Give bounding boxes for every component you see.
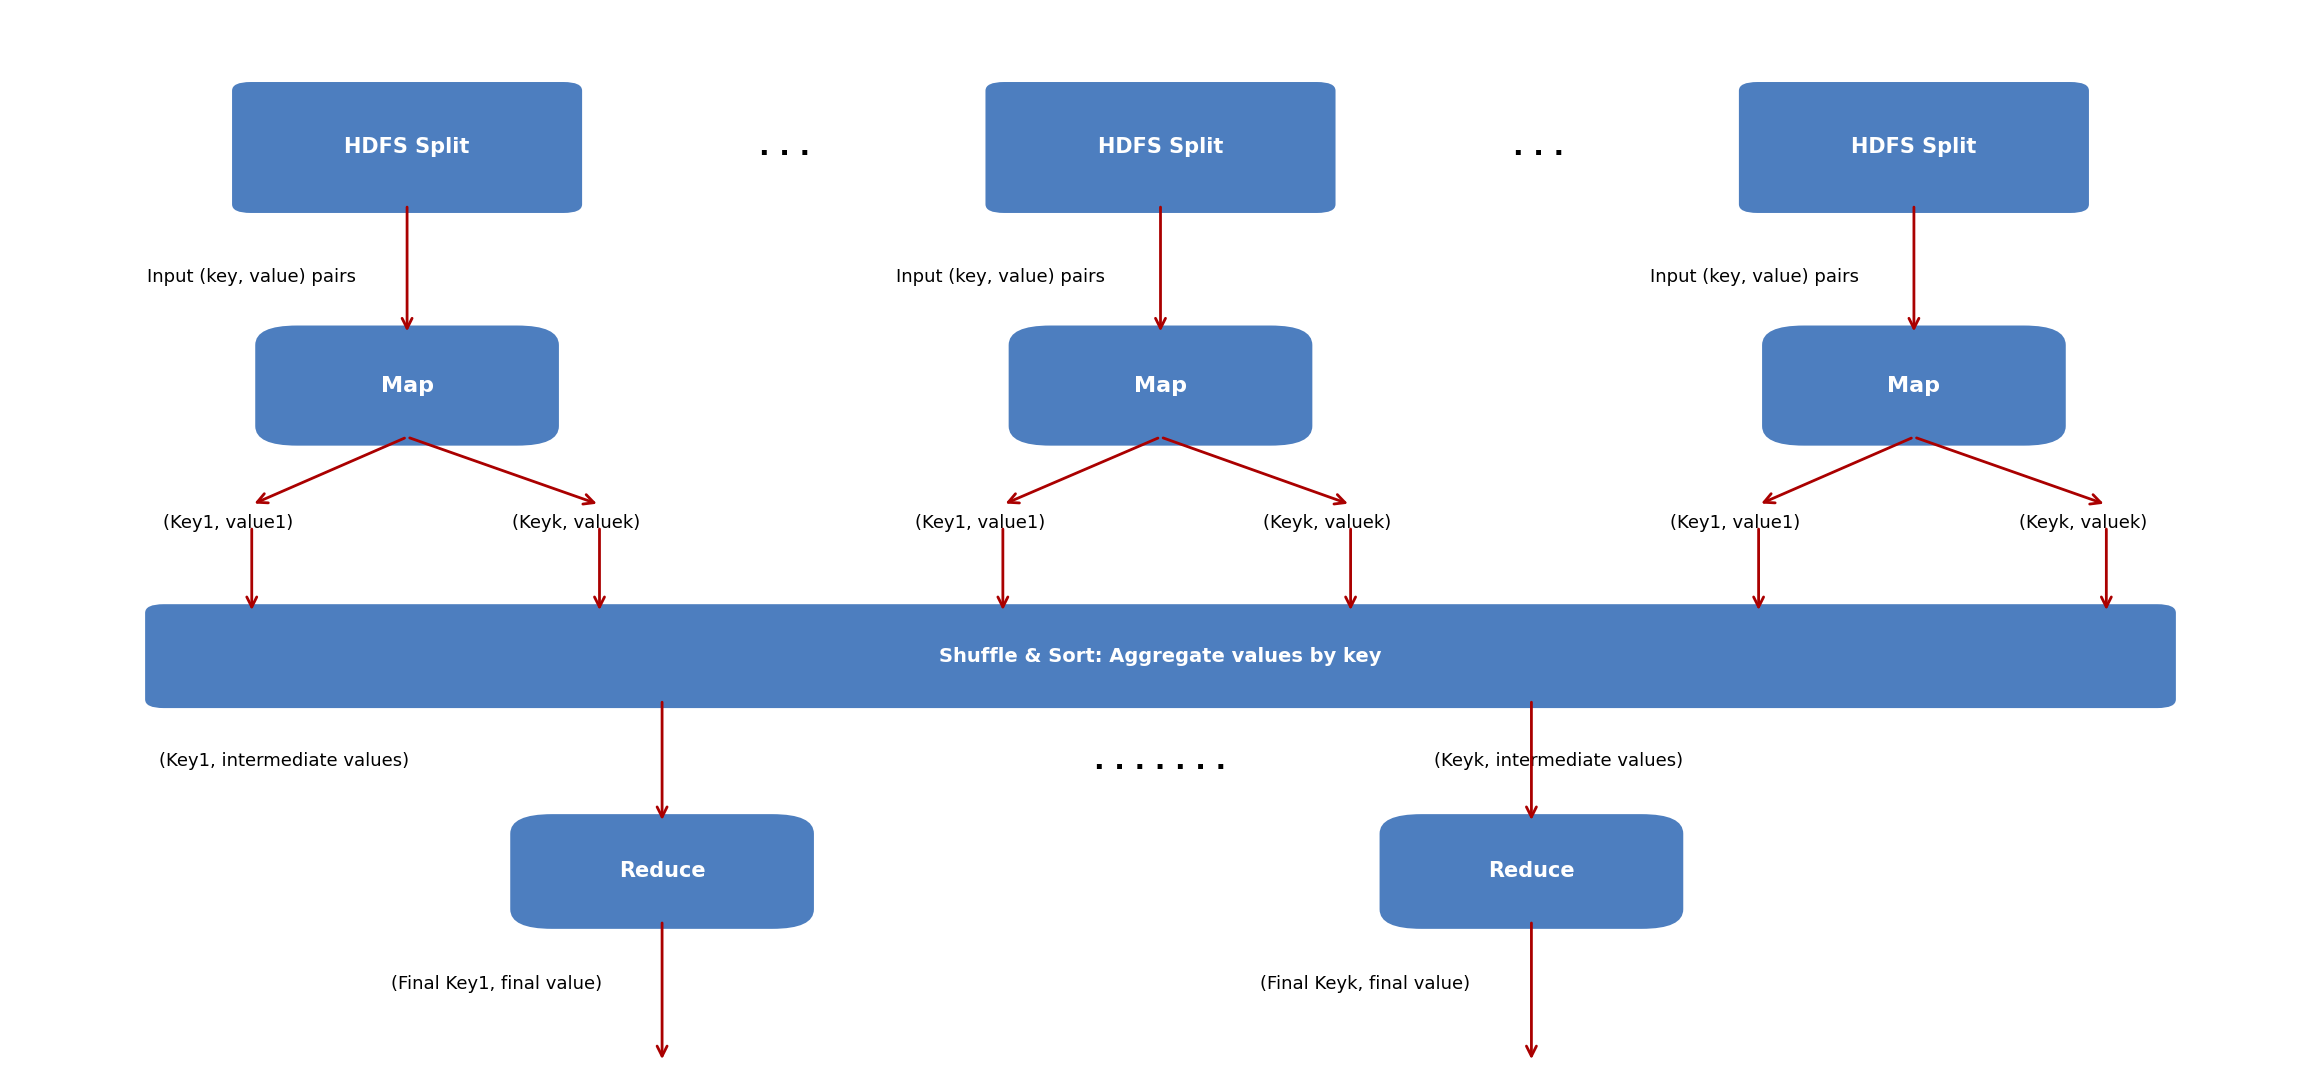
Text: (Keyk, valuek): (Keyk, valuek) bbox=[513, 514, 641, 532]
Text: Shuffle & Sort: Aggregate values by key: Shuffle & Sort: Aggregate values by key bbox=[940, 647, 1381, 665]
FancyBboxPatch shape bbox=[1738, 82, 2089, 213]
FancyBboxPatch shape bbox=[511, 814, 815, 929]
FancyBboxPatch shape bbox=[232, 82, 583, 213]
FancyBboxPatch shape bbox=[1762, 326, 2066, 446]
Text: . . . . . . .: . . . . . . . bbox=[1096, 748, 1225, 775]
Text: HDFS Split: HDFS Split bbox=[1098, 138, 1223, 157]
FancyBboxPatch shape bbox=[1010, 326, 1311, 446]
Text: HDFS Split: HDFS Split bbox=[344, 138, 469, 157]
Text: Map: Map bbox=[381, 375, 434, 396]
Text: (Key1, value1): (Key1, value1) bbox=[914, 514, 1044, 532]
Text: Map: Map bbox=[1135, 375, 1186, 396]
Text: HDFS Split: HDFS Split bbox=[1852, 138, 1977, 157]
FancyBboxPatch shape bbox=[146, 604, 2175, 709]
Text: (Keyk, intermediate values): (Keyk, intermediate values) bbox=[1434, 752, 1683, 770]
Text: . . .: . . . bbox=[1513, 133, 1564, 162]
Text: Input (key, value) pairs: Input (key, value) pairs bbox=[896, 268, 1105, 286]
Text: (Final Key1, final value): (Final Key1, final value) bbox=[390, 975, 601, 993]
Text: (Keyk, valuek): (Keyk, valuek) bbox=[2019, 514, 2147, 532]
Text: Map: Map bbox=[1887, 375, 1940, 396]
Text: Input (key, value) pairs: Input (key, value) pairs bbox=[149, 268, 357, 286]
Text: (Key1, value1): (Key1, value1) bbox=[1671, 514, 1801, 532]
Text: (Final Keyk, final value): (Final Keyk, final value) bbox=[1260, 975, 1469, 993]
Text: Reduce: Reduce bbox=[620, 861, 706, 881]
FancyBboxPatch shape bbox=[1379, 814, 1683, 929]
Text: (Keyk, valuek): (Keyk, valuek) bbox=[1263, 514, 1393, 532]
FancyBboxPatch shape bbox=[255, 326, 559, 446]
FancyBboxPatch shape bbox=[986, 82, 1335, 213]
Text: Reduce: Reduce bbox=[1488, 861, 1574, 881]
Text: Input (key, value) pairs: Input (key, value) pairs bbox=[1650, 268, 1859, 286]
Text: . . .: . . . bbox=[759, 133, 810, 162]
Text: (Key1, value1): (Key1, value1) bbox=[162, 514, 295, 532]
Text: (Key1, intermediate values): (Key1, intermediate values) bbox=[160, 752, 408, 770]
